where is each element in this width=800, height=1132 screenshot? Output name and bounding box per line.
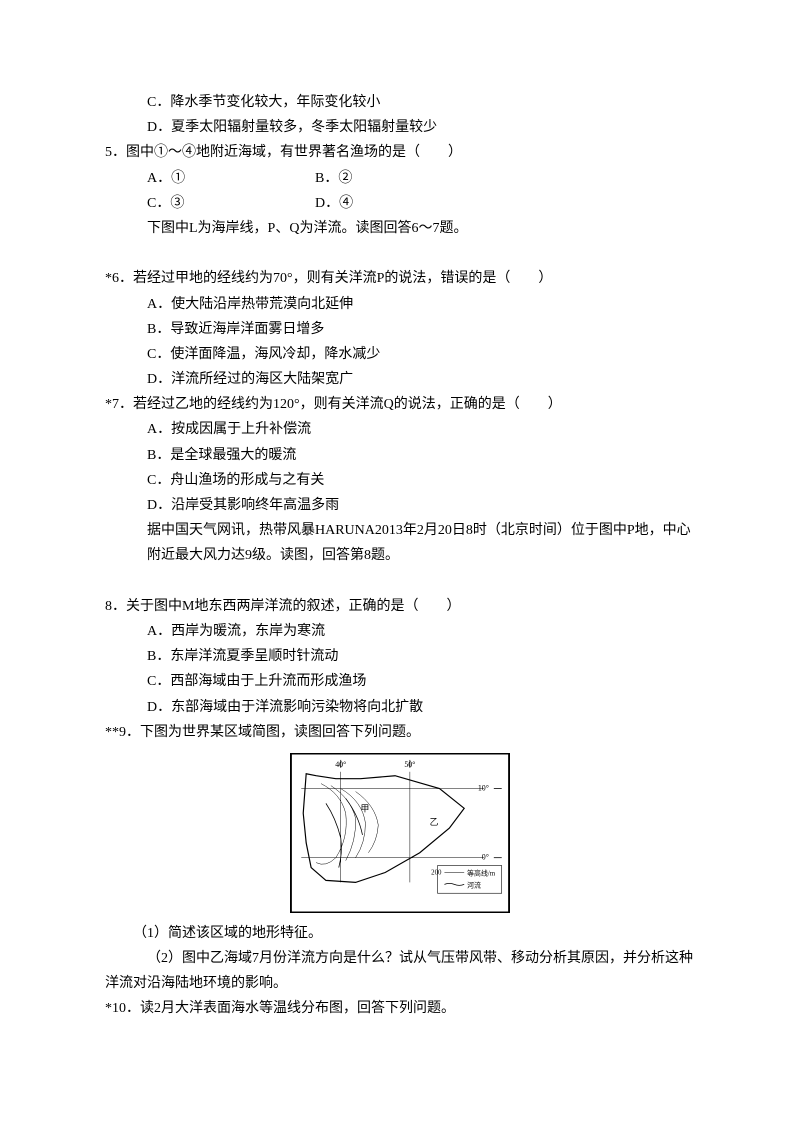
question-8: 8．关于图中M地东西两岸洋流的叙述，正确的是（ ） <box>105 594 695 619</box>
question-7: *7．若经过乙地的经线约为120°，则有关洋流Q的说法，正确的是（ ） <box>105 392 695 417</box>
q8-option-d: D．东部海域由于洋流影响污染物将向北扩散 <box>105 695 695 720</box>
q8-option-b: B．东岸洋流夏季呈顺时针流动 <box>105 644 695 669</box>
question-5: 5．图中①～④地附近海域，有世界著名渔场的是（ ） <box>105 140 695 165</box>
question-9: **9．下图为世界某区域简图，读图回答下列问题。 <box>105 720 695 745</box>
q7-option-a: A．按成因属于上升补偿流 <box>105 417 695 442</box>
option-a: A．① <box>147 166 315 191</box>
figure-container: 40° 50° 10° 0° 甲 乙 200 <box>105 753 695 913</box>
q6-option-d: D．洋流所经过的海区大陆架宽广 <box>105 367 695 392</box>
spacer <box>105 569 695 594</box>
question-6: *6．若经过甲地的经线约为70°，则有关洋流P的说法，错误的是（ ） <box>105 266 695 291</box>
legend-river: 河流 <box>467 880 481 889</box>
q9-sub2: （2）图中乙海域7月份洋流方向是什么？试从气压带风带、移动分析其原因，并分析这种… <box>105 946 695 996</box>
q8-option-c: C．西部海域由于上升流而形成渔场 <box>105 669 695 694</box>
map-svg: 40° 50° 10° 0° 甲 乙 200 <box>291 754 509 912</box>
spacer <box>105 241 695 266</box>
option-c: C．降水季节变化较大，年际变化较小 <box>105 90 695 115</box>
coord-40: 40° <box>335 760 346 769</box>
q8-option-a: A．西岸为暖流，东岸为寒流 <box>105 619 695 644</box>
map-figure: 40° 50° 10° 0° 甲 乙 200 <box>290 753 510 913</box>
instruction-6-7: 下图中L为海岸线，P、Q为洋流。读图回答6～7题。 <box>105 216 695 241</box>
legend-contour: 等高线/m <box>467 868 496 877</box>
legend-val: 200 <box>431 869 442 876</box>
q7-option-c: C．舟山渔场的形成与之有关 <box>105 468 695 493</box>
option-d: D．④ <box>315 191 483 216</box>
q5-options-row2: C．③ D．④ <box>105 191 695 216</box>
coord-50: 50° <box>404 760 415 769</box>
q6-option-b: B．导致近海岸洋面雾日增多 <box>105 317 695 342</box>
q7-option-d: D．沿岸受其影响终年高温多雨 <box>105 493 695 518</box>
coord-10: 10° <box>478 783 489 792</box>
label-jia: 甲 <box>361 803 370 813</box>
question-10: *10．读2月大洋表面海水等温线分布图，回答下列问题。 <box>105 996 695 1021</box>
q9-sub1: （1）简述该区域的地形特征。 <box>105 921 695 946</box>
option-b: B．② <box>315 166 483 191</box>
q6-option-a: A．使大陆沿岸热带荒漠向北延伸 <box>105 292 695 317</box>
q5-options-row1: A．① B．② <box>105 166 695 191</box>
instruction-8: 据中国天气网讯，热带风暴HARUNA2013年2月20日8时（北京时间）位于图中… <box>105 518 695 568</box>
option-c: C．③ <box>147 191 315 216</box>
q6-option-c: C．使洋面降温，海风冷却，降水减少 <box>105 342 695 367</box>
q7-option-b: B．是全球最强大的暖流 <box>105 443 695 468</box>
coord-0: 0° <box>482 853 489 862</box>
label-yi: 乙 <box>430 817 439 827</box>
option-d: D．夏季太阳辐射量较多，冬季太阳辐射量较少 <box>105 115 695 140</box>
